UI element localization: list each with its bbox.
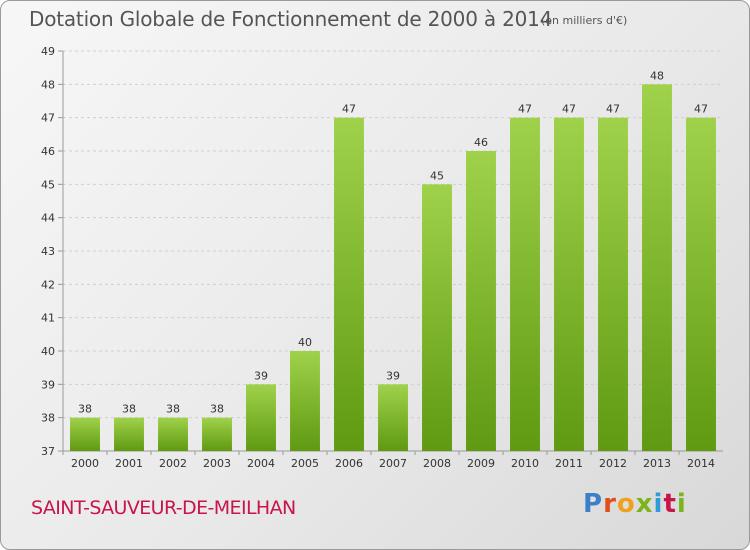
x-tick-label: 2000 bbox=[71, 457, 99, 470]
logo-letter: P bbox=[583, 489, 604, 519]
logo-letter: t bbox=[663, 489, 677, 519]
x-tick-label: 2006 bbox=[335, 457, 363, 470]
bar-value-label: 40 bbox=[298, 336, 312, 349]
y-tick-label: 49 bbox=[41, 45, 55, 58]
x-tick-label: 2009 bbox=[467, 457, 495, 470]
x-tick-label: 2005 bbox=[291, 457, 319, 470]
y-tick-label: 43 bbox=[41, 245, 55, 258]
y-tick-label: 37 bbox=[41, 445, 55, 458]
x-tick-label: 2004 bbox=[247, 457, 275, 470]
y-tick-label: 41 bbox=[41, 312, 55, 325]
bar bbox=[202, 417, 232, 451]
chart-title: Dotation Globale de Fonctionnement de 20… bbox=[29, 7, 553, 31]
bar-value-label: 47 bbox=[342, 103, 356, 116]
bar-value-label: 38 bbox=[210, 403, 224, 416]
bar-value-label: 46 bbox=[474, 136, 488, 149]
y-tick-label: 48 bbox=[41, 78, 55, 91]
bar bbox=[158, 417, 188, 451]
bar-value-label: 45 bbox=[430, 169, 444, 182]
x-tick-label: 2001 bbox=[115, 457, 143, 470]
bar-value-label: 47 bbox=[518, 103, 532, 116]
bar-value-label: 47 bbox=[606, 103, 620, 116]
bar-value-label: 39 bbox=[254, 369, 268, 382]
bar bbox=[642, 84, 672, 451]
y-tick-label: 44 bbox=[41, 212, 55, 225]
bar bbox=[290, 351, 320, 451]
bar-value-label: 38 bbox=[122, 403, 136, 416]
bar-value-label: 38 bbox=[78, 403, 92, 416]
bar bbox=[554, 117, 584, 452]
y-tick-label: 47 bbox=[41, 112, 55, 125]
proxiti-logo[interactable]: Proxiti bbox=[583, 489, 687, 519]
y-tick-label: 40 bbox=[41, 345, 55, 358]
x-tick-label: 2007 bbox=[379, 457, 407, 470]
y-tick-label: 42 bbox=[41, 278, 55, 291]
y-tick-label: 45 bbox=[41, 178, 55, 191]
bar bbox=[466, 151, 496, 451]
logo-letter: r bbox=[603, 489, 617, 519]
chart-subtitle: (en milliers d'€) bbox=[541, 14, 628, 27]
bar bbox=[598, 117, 628, 452]
x-tick-label: 2003 bbox=[203, 457, 231, 470]
x-tick-label: 2013 bbox=[643, 457, 671, 470]
bar-layer bbox=[70, 84, 716, 452]
bar bbox=[334, 117, 364, 452]
x-tick-label: 2002 bbox=[159, 457, 187, 470]
commune-name: SAINT-SAUVEUR-DE-MEILHAN bbox=[31, 497, 296, 519]
x-tick-label: 2014 bbox=[687, 457, 715, 470]
label-layer: 38 2000 38 2001 38 2002 38 2003 39 2004 40 2005 47 20… bbox=[71, 69, 715, 470]
bar-value-label: 38 bbox=[166, 403, 180, 416]
bar bbox=[114, 417, 144, 451]
bar bbox=[686, 117, 716, 452]
bar bbox=[246, 384, 276, 451]
bar bbox=[422, 184, 452, 452]
bar bbox=[378, 384, 408, 451]
bar-value-label: 47 bbox=[562, 103, 576, 116]
logo-letter: i bbox=[653, 489, 664, 519]
logo-letter: x bbox=[635, 489, 654, 519]
y-tick-label: 38 bbox=[41, 412, 55, 425]
bar-value-label: 39 bbox=[386, 369, 400, 382]
x-tick-label: 2008 bbox=[423, 457, 451, 470]
x-tick-label: 2012 bbox=[599, 457, 627, 470]
bar-value-label: 48 bbox=[650, 69, 664, 82]
bar bbox=[510, 117, 540, 452]
x-tick-label: 2011 bbox=[555, 457, 583, 470]
logo-letter: i bbox=[676, 489, 687, 519]
y-tick-label: 46 bbox=[41, 145, 55, 158]
bar-value-label: 47 bbox=[694, 103, 708, 116]
logo-letter: o bbox=[616, 489, 636, 519]
bar bbox=[70, 417, 100, 451]
y-tick-label: 39 bbox=[41, 378, 55, 391]
x-tick-label: 2010 bbox=[511, 457, 539, 470]
